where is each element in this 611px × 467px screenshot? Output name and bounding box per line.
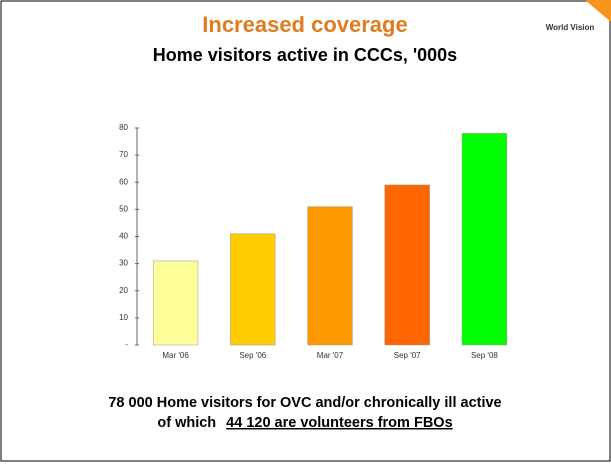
chart-subtitle: Home visitors active in CCCs, '000s [153,45,457,65]
bar [230,233,276,346]
bar [152,260,199,346]
y-tick-label: - [125,340,128,349]
x-tick-label: Sep '06 [239,351,266,360]
y-tick-label: 60 [119,177,128,186]
footer-prefix: of which [157,415,216,431]
footer-underlined: 44 120 are volunteers from FBOs [226,415,452,431]
logo: World Vision [546,23,595,32]
y-tick-label: 80 [119,123,128,132]
logo-corner [585,0,611,22]
y-tick-label: 70 [119,150,128,159]
y-tick-label: 40 [119,232,128,241]
bar [461,133,508,346]
footer-line: of which 44 120 are volunteers from FBOs [157,415,452,431]
y-tick-label: 20 [119,286,128,295]
x-tick-label: Mar '06 [162,351,189,360]
x-tick-label: Sep '08 [471,351,498,360]
footer-line: 78 000 Home visitors for OVC and/or chro… [108,395,501,411]
y-tick-label: 10 [119,313,128,322]
chart-title: Increased coverage [202,12,407,37]
y-tick-label: 50 [119,204,128,213]
x-tick-label: Mar '07 [317,351,344,360]
y-tick-label: 30 [119,259,128,268]
bar [307,206,353,346]
x-tick-label: Sep '07 [394,351,421,360]
bar [384,184,430,346]
